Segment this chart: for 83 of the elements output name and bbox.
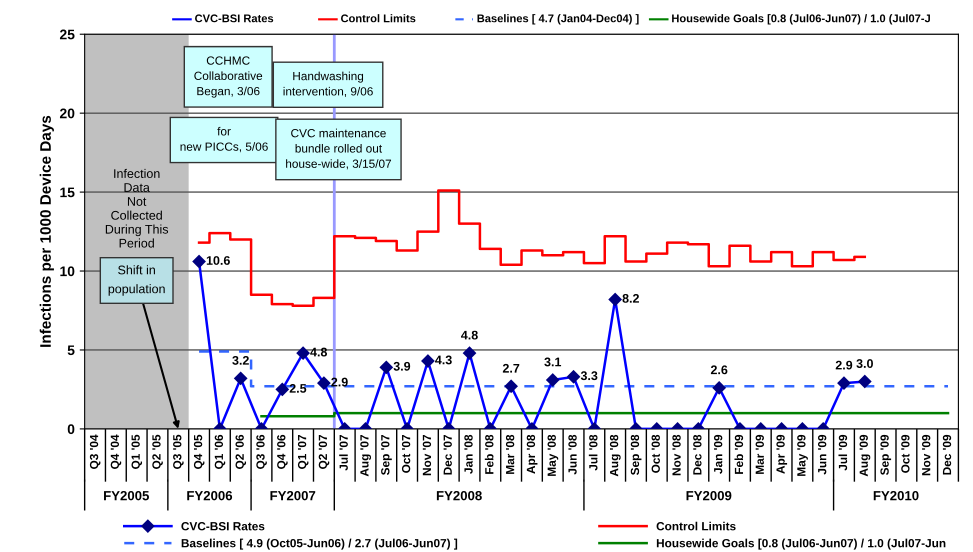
- data-label: 2.7: [502, 364, 520, 373]
- text: FY2005: [104, 490, 149, 500]
- data-label: 3.0: [856, 359, 873, 368]
- y-tick-label: 5: [68, 345, 75, 356]
- x-tick-label: Nov '08: [672, 434, 681, 476]
- data-label: 2.5: [290, 384, 306, 393]
- text: Control Limits: [656, 522, 736, 530]
- x-tick-label: Apr '08: [526, 434, 538, 474]
- x-tick-label: Apr '09: [776, 434, 788, 474]
- data-label: 4.3: [435, 356, 452, 364]
- x-tick-label: Feb '09: [734, 434, 744, 474]
- data-label: 3.2: [232, 356, 249, 365]
- x-tick-label: Aug '09: [860, 434, 870, 476]
- x-tick-label: Jul '08: [588, 434, 598, 471]
- x-tick-label: Q4 '06: [277, 434, 288, 469]
- text: CVC-BSI Rates: [195, 14, 274, 22]
- annotation: CVC maintenance bundle rolled out house-wide, 3/15/07: [286, 128, 392, 170]
- legend-label: Control Limits: [341, 14, 416, 22]
- x-tick-label: Jul '07: [339, 434, 348, 471]
- y-tick-label: 10: [60, 266, 74, 276]
- data-label: 3.3: [580, 371, 598, 380]
- x-tick-label: Jan '09: [714, 434, 722, 474]
- x-tick-label: Dec '08: [693, 434, 702, 475]
- x-tick-label: Q4 '04: [110, 434, 122, 469]
- text: FY2009: [686, 490, 732, 500]
- text: FY2008: [436, 490, 482, 500]
- x-tick-label: Sep '09: [880, 434, 892, 475]
- annotation: Shift in population: [108, 265, 165, 296]
- x-tick-label: Mar '09: [756, 434, 764, 474]
- data-label: 8.2: [622, 294, 639, 303]
- x-tick-label: Jun '08: [568, 434, 577, 474]
- y-tick-label: 0: [68, 424, 74, 434]
- text: Housewide Goals [0.8 (Jul06-Jun07) / 1.0 (Jul07-J: [672, 14, 930, 24]
- x-tick-label: Jun '09: [818, 434, 826, 474]
- data-label: 4.8: [461, 330, 478, 340]
- x-tick-label: Q3 '06: [256, 434, 267, 469]
- y-tick-label: 20: [60, 108, 74, 118]
- legend-label: Baselines [ 4.9 (Oct05-Jun06) / 2.7 (Jul06-Jun07) ]: [182, 538, 458, 550]
- text: FY2007: [270, 490, 316, 500]
- y-tick-label: 15: [60, 188, 75, 198]
- data-label: 3.1: [544, 358, 562, 366]
- text: FY2006: [187, 490, 232, 500]
- x-tick-label: Q1 '05: [131, 434, 142, 469]
- x-tick-label: Sep '07: [381, 434, 392, 475]
- x-tick-label: Q2 '06: [235, 434, 246, 469]
- annotation: CCHMC Collaborative Began, 3/06: [194, 56, 262, 98]
- x-tick-label: Oct '09: [901, 434, 910, 473]
- x-tick-label: Nov '07: [422, 434, 432, 476]
- x-tick-label: Dec '07: [444, 434, 452, 475]
- x-tick-label: Q1 '06: [214, 434, 226, 469]
- x-tick-label: Mar '08: [506, 434, 514, 474]
- text: Baselines [ 4.7 (Jan04-Dec04) ]: [478, 14, 639, 24]
- x-tick-label: Sep '08: [630, 434, 642, 475]
- text: FY2010: [874, 490, 919, 500]
- x-tick-label: Jan '08: [464, 434, 473, 474]
- x-tick-label: May '09: [797, 434, 808, 476]
- data-label: 2.6: [710, 365, 728, 374]
- x-tick-label: Feb '08: [484, 434, 494, 474]
- y-axis-title: Infections per 1000 Device Days: [40, 116, 54, 347]
- x-tick-label: Nov '09: [922, 434, 930, 476]
- x-tick-label: Q3 '04: [90, 434, 100, 469]
- annotation: Handwashing intervention, 9/06: [284, 72, 373, 97]
- x-tick-label: Oct '07: [402, 434, 410, 473]
- band-label: Infection Data Not Collected During This Period: [106, 168, 168, 248]
- x-tick-label: Q2 '05: [152, 434, 163, 469]
- x-tick-label: Q1 '07: [298, 434, 308, 469]
- x-tick-label: Aug '07: [360, 434, 372, 476]
- x-tick-label: Jul '09: [838, 434, 848, 471]
- annotation: for new PICCs, 5/06: [180, 126, 268, 152]
- y-tick-label: 25: [60, 30, 75, 40]
- data-label: 2.9: [836, 360, 852, 370]
- data-label: 2.9: [331, 378, 348, 386]
- x-tick-label: Q2 '07: [318, 434, 330, 469]
- x-tick-label: Dec '09: [942, 434, 952, 475]
- x-tick-label: Aug '08: [610, 434, 621, 476]
- x-tick-label: Oct '08: [652, 434, 660, 473]
- legend-label: Housewide Goals [0.8 (Jul06-Jun07) / 1.0 (Jul07-Jun: [656, 538, 946, 550]
- data-label: 10.6: [206, 256, 230, 265]
- x-tick-label: May '08: [548, 434, 558, 476]
- x-tick-label: Q3 '05: [173, 434, 184, 469]
- data-label: 3.9: [394, 362, 410, 371]
- legend-label: CVC-BSI Rates: [181, 522, 264, 530]
- x-tick-label: Q4 '05: [194, 434, 204, 469]
